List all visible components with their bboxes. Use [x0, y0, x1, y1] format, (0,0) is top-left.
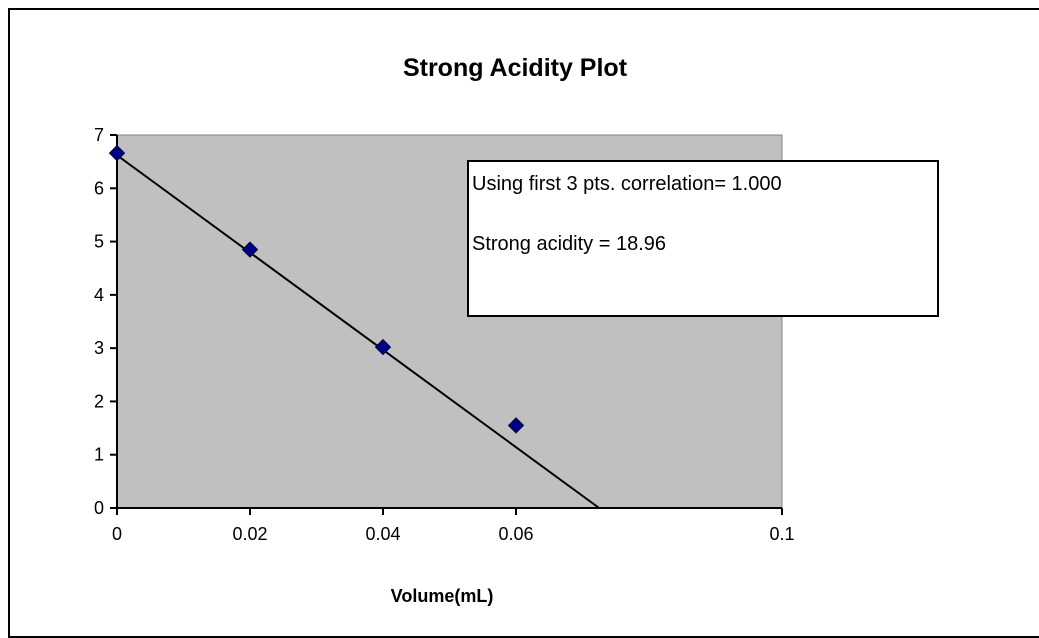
chart-title: Strong Acidity Plot	[403, 54, 628, 82]
data-point	[241, 241, 259, 258]
chart-svg: Strong Acidity Plot 0 1 2 3 4 5 6 7 0 0.02 0.04 0.0…	[94, 54, 939, 606]
annotation-line-2: Strong acidity = 18.96	[472, 233, 666, 255]
y-tick-label: 7	[94, 125, 104, 145]
tick-labels: 0 1 2 3 4 5 6 7 0 0.02 0.04 0.06 0.1	[94, 125, 795, 544]
y-tick-label: 0	[94, 498, 104, 518]
chart-frame: Strong Acidity Plot 0 1 2 3 4 5 6 7 0 0.02 0.04 0.0…	[8, 8, 1039, 638]
y-tick-label: 2	[94, 391, 104, 411]
data-point	[374, 338, 392, 356]
x-tick-label: 0	[112, 524, 122, 544]
y-tick-label: 3	[94, 338, 104, 358]
y-tick-label: 5	[94, 232, 104, 252]
data-points	[108, 144, 525, 434]
x-tick-label: 0.04	[365, 524, 400, 544]
trendline	[116, 154, 600, 509]
axes	[110, 134, 783, 515]
y-tick-label: 4	[94, 285, 104, 305]
x-tick-label: 0.06	[498, 524, 533, 544]
data-point	[507, 417, 525, 434]
x-axis-title: Volume(mL)	[391, 586, 494, 606]
annotation-box: Using first 3 pts. correlation= 1.000 St…	[467, 160, 939, 317]
trendline-group	[116, 154, 600, 509]
y-tick-label: 6	[94, 178, 104, 198]
annotation-line-1: Using first 3 pts. correlation= 1.000	[472, 173, 782, 195]
x-tick-label: 0.02	[232, 524, 267, 544]
data-point	[108, 144, 126, 162]
y-tick-label: 1	[94, 445, 104, 465]
x-tick-label: 0.1	[769, 524, 794, 544]
